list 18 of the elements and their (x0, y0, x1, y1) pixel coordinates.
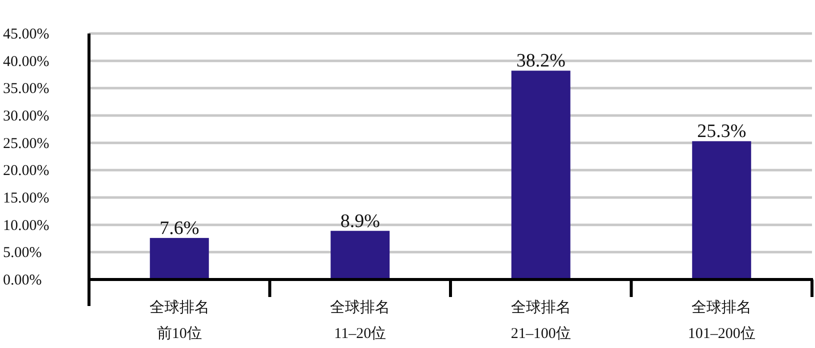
y-tick-label: 20.00% (3, 163, 50, 180)
y-tick-label: 35.00% (3, 81, 50, 98)
y-tick-label: 25.00% (3, 136, 50, 152)
x-tick-label: 全球排名前10位 (149, 299, 210, 342)
y-tick-label: 30.00% (3, 108, 50, 124)
y-tick-label: 15.00% (3, 190, 50, 206)
data-label: 25.3% (697, 121, 746, 142)
data-label: 8.9% (340, 210, 380, 232)
x-tick-label: 全球排名101–200位 (688, 299, 756, 342)
y-tick-label: 5.00% (3, 245, 42, 262)
data-label: 38.2% (516, 50, 566, 72)
y-tick-label: 45.00% (3, 26, 50, 42)
y-tick-label: 10.00% (3, 218, 50, 234)
y-tick-label: 40.00% (3, 54, 50, 70)
x-tick-label: 全球排名11–20位 (330, 299, 390, 342)
x-tick-label: 全球排名21–100位 (510, 299, 571, 342)
y-tick-label: 0.00% (3, 272, 42, 288)
data-label: 7.6% (160, 218, 200, 239)
